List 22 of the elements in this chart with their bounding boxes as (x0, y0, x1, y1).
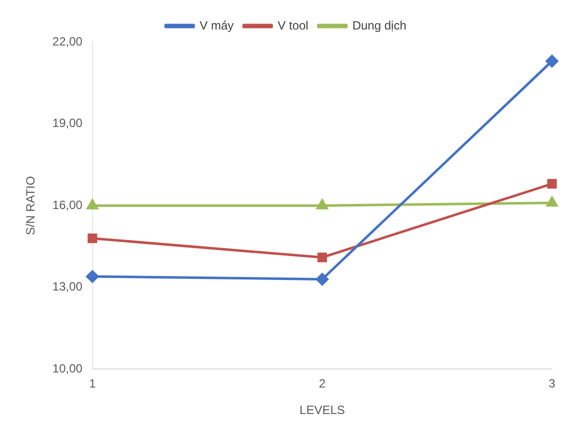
y-tick-label: 22,00 (52, 34, 83, 48)
y-tick-label: 19,00 (52, 116, 83, 130)
point (546, 54, 558, 68)
legend-label: V máy (200, 18, 234, 32)
point (546, 196, 558, 207)
x-tick-label: 2 (318, 376, 326, 391)
y-axis-title: S/N RATIO (24, 176, 38, 236)
point (316, 199, 328, 210)
y-tick-label: 13,00 (52, 280, 83, 294)
y-tick-label: 16,00 (52, 198, 83, 212)
y-tick-label: 10,00 (52, 362, 83, 376)
x-axis-title: LEVELS (300, 403, 345, 418)
x-tick-label: 3 (548, 376, 556, 391)
legend-label: Dung dịch (352, 18, 406, 32)
point (88, 234, 98, 244)
x-tick-label: 1 (89, 376, 96, 391)
point (86, 270, 99, 283)
point (86, 199, 98, 210)
point (316, 272, 328, 286)
point (547, 179, 557, 189)
point (317, 252, 327, 262)
legend-label: V tool (278, 18, 308, 32)
